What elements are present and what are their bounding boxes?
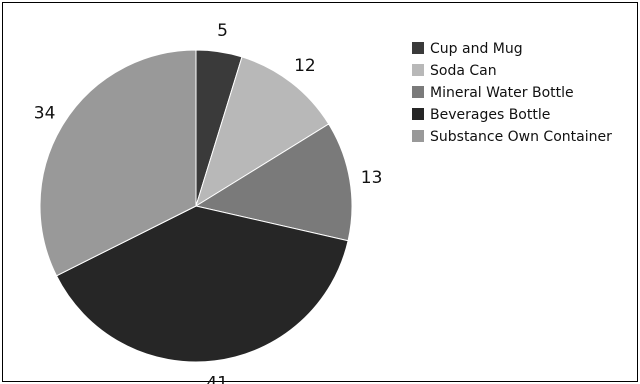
pie-slices	[39, 49, 353, 363]
value-label-beverages-bottle: 41	[206, 374, 228, 384]
value-label-soda-can: 12	[294, 56, 316, 76]
value-label-cup-and-mug: 5	[217, 21, 228, 41]
legend-swatch-beverages-bottle	[412, 108, 424, 120]
pie-slice-soda-can	[195, 56, 330, 208]
legend-swatch-substance-own-container	[412, 130, 424, 142]
legend-swatch-soda-can	[412, 64, 424, 76]
legend: Cup and Mug Soda Can Mineral Water Bottle B…	[412, 41, 612, 145]
legend-swatch-cup-and-mug	[412, 42, 424, 54]
pie-slice-substance-own-container	[39, 49, 197, 277]
legend-swatch-mineral-water-bottle	[412, 86, 424, 98]
legend-label-cup-and-mug: Cup and Mug	[430, 41, 523, 57]
legend-label-beverages-bottle: Beverages Bottle	[430, 107, 550, 123]
value-label-mineral-water-bottle: 13	[361, 168, 383, 188]
pie-slice-mineral-water-bottle	[194, 123, 353, 242]
legend-label-soda-can: Soda Can	[430, 63, 497, 79]
pie-slice-beverages-bottle	[55, 205, 349, 363]
legend-label-mineral-water-bottle: Mineral Water Bottle	[430, 85, 574, 101]
value-label-substance-own-container: 34	[34, 103, 56, 123]
legend-label-substance-own-container: Substance Own Container	[430, 129, 612, 145]
value-labels: 5 12 13 41 34	[34, 21, 383, 384]
